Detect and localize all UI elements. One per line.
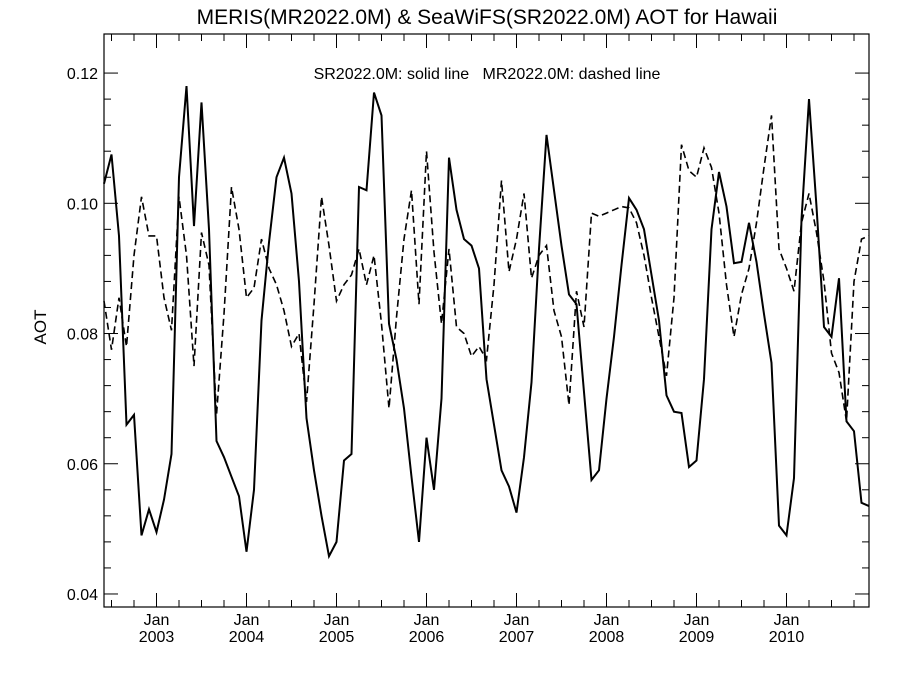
x-tick-label-month: Jan xyxy=(774,612,800,629)
x-tick-label-month: Jan xyxy=(234,612,260,629)
y-tick-label: 0.08 xyxy=(67,327,98,344)
y-tick-label: 0.06 xyxy=(67,457,98,474)
x-tick-label-month: Jan xyxy=(144,612,170,629)
y-tick-label: 0.04 xyxy=(67,587,98,604)
series-line-mr2022-0m xyxy=(103,115,870,422)
x-tick-label-year: 2006 xyxy=(409,629,445,646)
series-layer xyxy=(103,86,870,560)
x-tick-label-year: 2007 xyxy=(499,629,535,646)
x-tick-label-year: 2009 xyxy=(679,629,715,646)
y-tick-label: 0.10 xyxy=(67,196,98,213)
x-tick-label-month: Jan xyxy=(414,612,440,629)
x-tick-label-year: 2003 xyxy=(139,629,175,646)
x-tick-label-month: Jan xyxy=(504,612,530,629)
y-tick-label: 0.12 xyxy=(67,66,98,83)
x-tick-label-year: 2008 xyxy=(589,629,625,646)
legend-annotation: SR2022.0M: solid line MR2022.0M: dashed … xyxy=(314,66,661,83)
x-tick-label-month: Jan xyxy=(324,612,350,629)
axis-ticks: 0.040.060.080.100.12Jan2003Jan2004Jan200… xyxy=(67,34,869,646)
x-tick-label-year: 2010 xyxy=(769,629,805,646)
chart-title: MERIS(MR2022.0M) & SeaWiFS(SR2022.0M) AO… xyxy=(197,6,778,29)
x-tick-label-year: 2005 xyxy=(319,629,355,646)
x-tick-label-month: Jan xyxy=(594,612,620,629)
y-axis-label: AOT xyxy=(31,310,50,345)
x-tick-label-month: Jan xyxy=(684,612,710,629)
series-line-sr2022-0m xyxy=(103,86,870,560)
plot-frame xyxy=(103,33,870,608)
x-tick-label-year: 2004 xyxy=(229,629,265,646)
